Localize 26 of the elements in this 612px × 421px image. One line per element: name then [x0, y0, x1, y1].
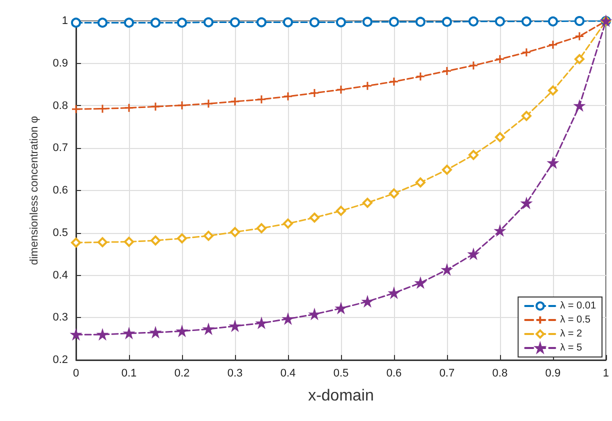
x-tick-label: 1 [602, 368, 610, 380]
legend-label: λ = 5 [560, 342, 583, 354]
y-tick-label: 0.2 [52, 354, 68, 366]
y-tick-label: 0.8 [52, 100, 68, 112]
x-tick-label: 0.2 [174, 368, 190, 380]
y-tick-label: 1 [62, 15, 68, 27]
y-tick-label: 0.6 [52, 184, 68, 196]
y-tick-label: 0.4 [52, 269, 68, 282]
x-axis-title: x-domain [308, 388, 374, 404]
y-tick-label: 0.3 [52, 312, 68, 324]
y-tick-label: 0.9 [52, 57, 68, 70]
legend-label: λ = 2 [560, 328, 583, 340]
legend-label: λ = 0.01 [560, 300, 596, 312]
x-tick-label: 0.3 [227, 368, 243, 380]
y-tick-label: 0.5 [52, 226, 68, 239]
x-tick-label: 0.5 [333, 368, 349, 380]
legend-label: λ = 0.5 [560, 314, 591, 326]
x-tick-label: 0.7 [439, 368, 455, 380]
y-tick-label: 0.7 [52, 142, 68, 154]
x-tick-label: 0.4 [280, 368, 296, 380]
x-tick-label: 0.9 [545, 368, 561, 380]
y-axis-title: dimensionless concentration φ [28, 116, 40, 265]
x-tick-label: 0 [72, 368, 80, 380]
x-tick-label: 0.8 [492, 368, 508, 380]
x-tick-label: 0.6 [386, 368, 402, 380]
x-tick-label: 0.1 [121, 368, 137, 380]
